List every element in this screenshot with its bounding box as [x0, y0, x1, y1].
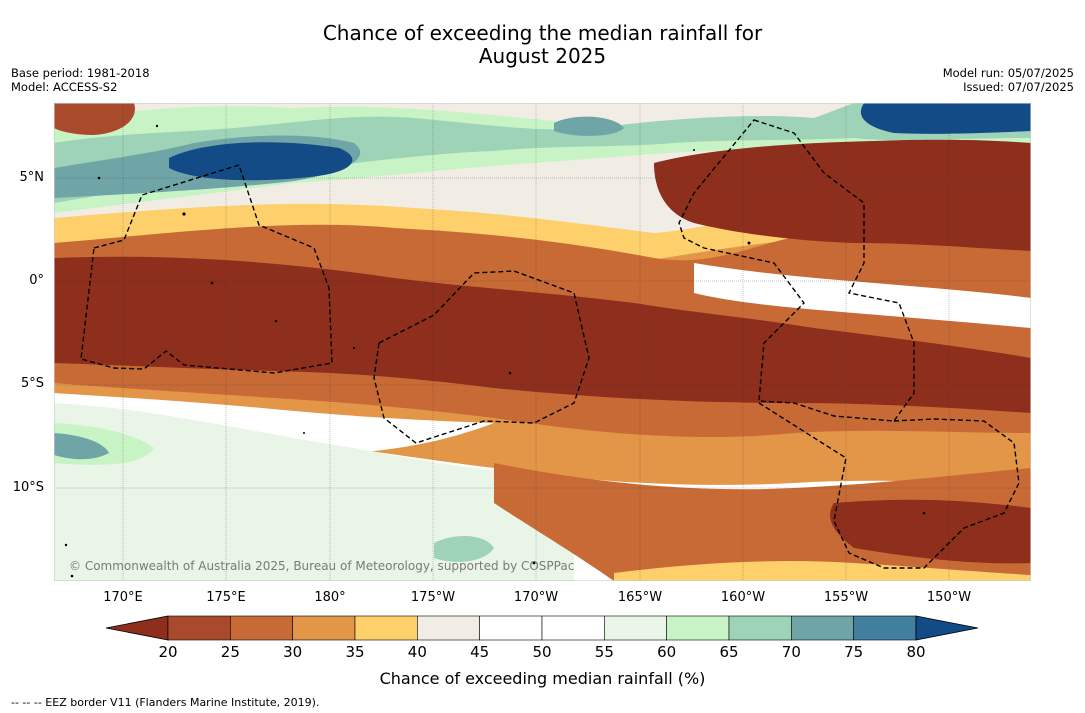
eez-border-west: [80, 164, 333, 374]
lon-label-170w: 170°W: [513, 590, 559, 605]
issued-text: Issued: 07/07/2025: [963, 80, 1074, 94]
lon-label-175e: 175°E: [206, 590, 246, 605]
colorbar-extend-high: [915, 615, 978, 641]
colorbar-tick-label: 75: [844, 643, 864, 661]
map-title: Chance of exceeding the median rainfall …: [0, 22, 1085, 68]
colorbar-tick-label: 35: [345, 643, 365, 661]
colorbar-cell: [167, 615, 231, 641]
colorbar: [106, 615, 978, 641]
colorbar-tick-label: 50: [532, 643, 552, 661]
eez-borders: [80, 119, 1020, 569]
colorbar-cell: [791, 615, 854, 641]
lon-label-165w: 165°W: [617, 590, 663, 605]
field-south-cyan: [54, 433, 109, 460]
field-southeast-yellow: [614, 561, 1031, 581]
colorbar-tick-label: 30: [283, 643, 303, 661]
field-north-blue-east: [860, 103, 1031, 134]
colorbar-cell: [354, 615, 418, 641]
field-nw-dry: [54, 103, 135, 135]
colorbar-tick-label: 40: [407, 643, 427, 661]
colorbar-tick-label: 20: [158, 643, 178, 661]
field-north-blue-west: [169, 142, 353, 181]
field-south-light: [54, 403, 574, 581]
title-line-1: Chance of exceeding the median rainfall …: [322, 21, 763, 45]
colorbar-cell: [853, 615, 917, 641]
title-line-2: August 2025: [478, 44, 607, 68]
islands: [64, 124, 926, 578]
colorbar-tick-label: 45: [470, 643, 490, 661]
model-run-text: Model run: 05/07/2025: [942, 66, 1074, 80]
colorbar-cell: [230, 615, 293, 641]
colorbar-cell: [728, 615, 792, 641]
lon-label-170e: 170°E: [103, 590, 143, 605]
map-frame: [54, 103, 1031, 581]
field-south-teal-2: [434, 536, 494, 562]
lon-label-160w: 160°W: [720, 590, 766, 605]
lon-label-180: 180°: [314, 590, 346, 605]
colorbar-cell: [604, 615, 667, 641]
lon-label-175w: 175°W: [410, 590, 456, 605]
colorbar-cell: [292, 615, 356, 641]
eez-border-southeast: [758, 402, 1020, 569]
colorbar-tick-label: 60: [657, 643, 677, 661]
colorbar-tick-label: 80: [906, 643, 926, 661]
lat-label-5n: 5°N: [19, 170, 45, 185]
colorbar-cell: [666, 615, 730, 641]
colorbar-cell: [417, 615, 480, 641]
model-text: Model: ACCESS-S2: [11, 80, 118, 94]
colorbar-cells: [106, 615, 978, 641]
base-period-text: Base period: 1981-2018: [11, 66, 150, 80]
colorbar-tick-label: 55: [594, 643, 614, 661]
model-run-info: Model run: 05/07/2025 Issued: 07/07/2025: [943, 66, 1074, 94]
colorbar-tick-label: 70: [781, 643, 801, 661]
colorbar-cell: [479, 615, 543, 641]
graticule: [54, 103, 1031, 581]
eez-border-central: [373, 270, 590, 444]
lon-label-155w: 155°W: [823, 590, 869, 605]
copyright-notice: © Commonwealth of Australia 2025, Bureau…: [69, 559, 575, 573]
eez-footnote: -- -- -- EEZ border V11 (Flanders Marine…: [11, 696, 320, 709]
colorbar-extend-low: [106, 615, 169, 641]
base-period-info: Base period: 1981-2018 Model: ACCESS-S2: [11, 66, 150, 94]
lat-label-0: 0°: [29, 273, 44, 288]
field-north-teal: [54, 103, 1031, 203]
colorbar-tick-label: 25: [220, 643, 240, 661]
lon-label-150w: 150°W: [926, 590, 972, 605]
rainfall-probability-map: [54, 103, 1031, 581]
field-southeast-core: [830, 499, 1031, 564]
colorbar-cell: [541, 615, 605, 641]
field-north-teal-east: [554, 116, 624, 136]
eez-border-northeast: [678, 119, 915, 422]
field-equatorial-core: [54, 256, 1031, 413]
field-northeast-core: [654, 139, 1031, 251]
lat-label-5s: 5°S: [20, 376, 44, 391]
lat-label-10s: 10°S: [12, 480, 44, 495]
colorbar-label: Chance of exceeding median rainfall (%): [379, 669, 706, 688]
colorbar-tick-label: 65: [719, 643, 739, 661]
